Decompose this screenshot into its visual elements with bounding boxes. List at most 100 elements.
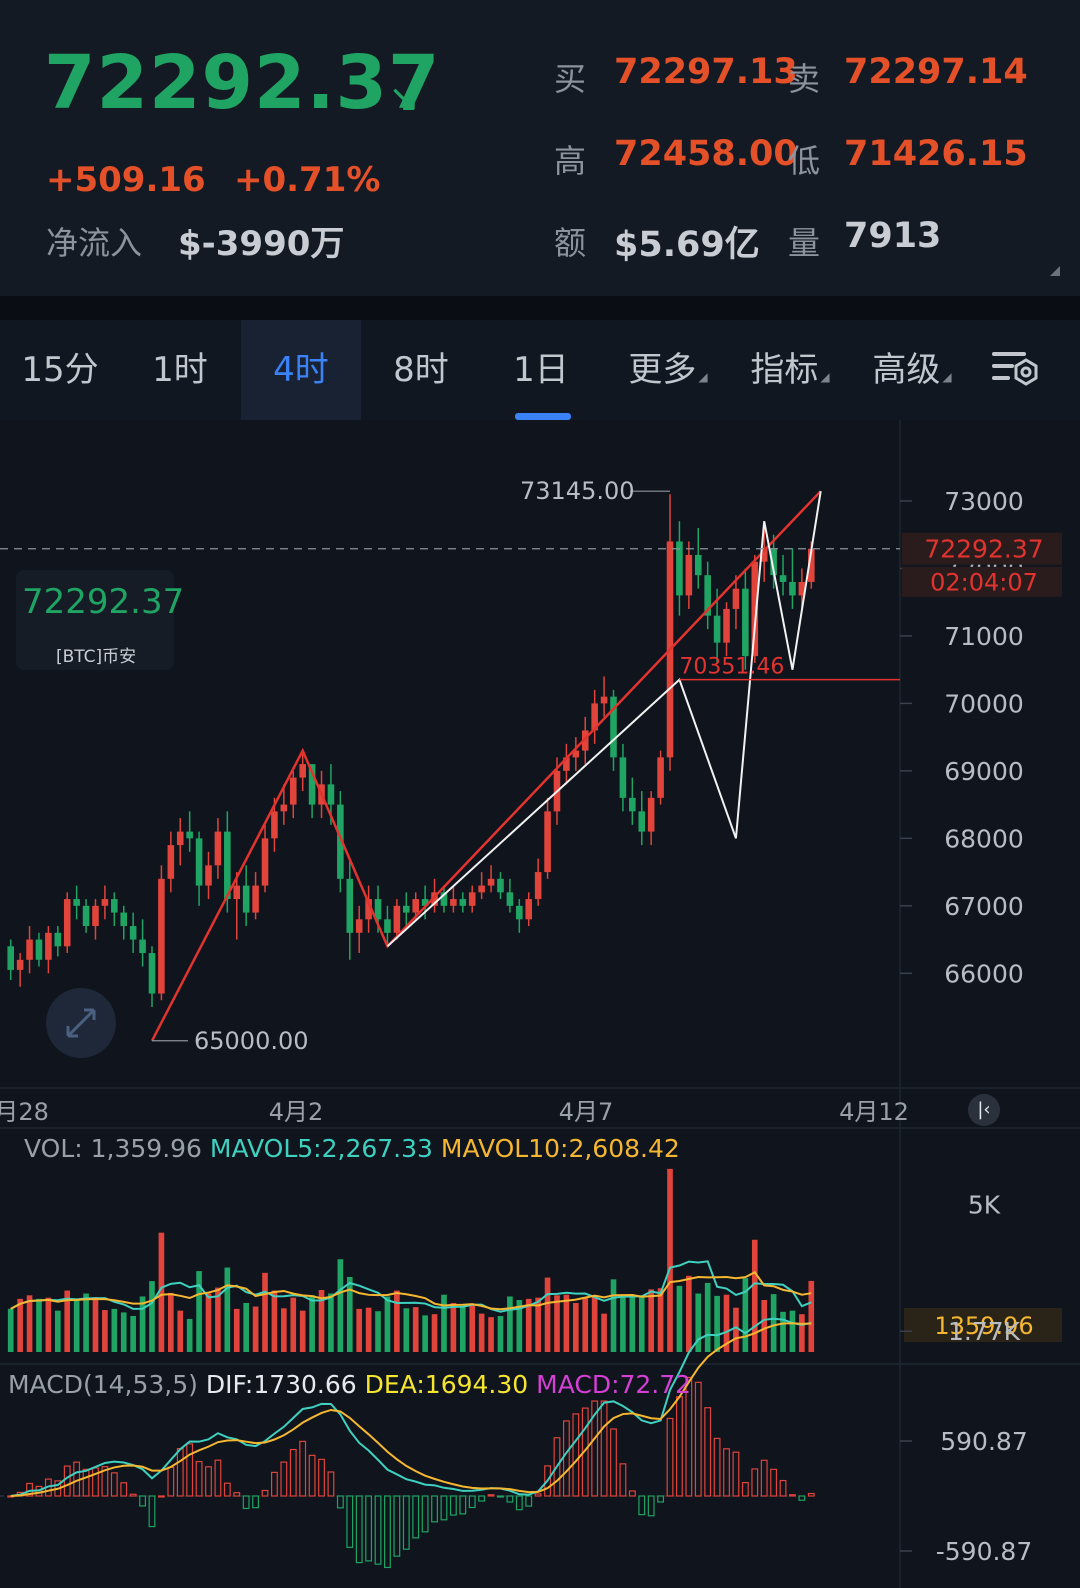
candle-body: [619, 757, 627, 798]
macd-hist-bar: [223, 1482, 231, 1497]
volume-bar: [488, 1317, 494, 1352]
tab-8h[interactable]: 8时: [393, 350, 449, 390]
vol-last-tag-text: 1359.96: [934, 1312, 1033, 1340]
volume-bar: [610, 1279, 617, 1352]
macd-hist-bar: [214, 1459, 222, 1497]
candle-body: [676, 541, 683, 596]
min-label: 65000.00: [194, 1027, 309, 1055]
candle-body: [704, 575, 711, 616]
divider: [0, 296, 1080, 320]
volume-bar: [290, 1297, 297, 1352]
macd-hist-bar: [110, 1472, 118, 1497]
macd-hist-bar: [459, 1495, 467, 1515]
buy-label: 买: [554, 60, 587, 98]
price-axis: 7300072000710007000069000680006700066000…: [0, 487, 1062, 1126]
volume-bar: [780, 1311, 786, 1352]
countdown-tag: [902, 566, 1062, 597]
candle-body: [534, 872, 542, 900]
last-price-tag-text: 72292.37: [924, 535, 1043, 564]
macd-hist-bar: [393, 1495, 401, 1557]
tab-1d[interactable]: 1日: [513, 350, 569, 390]
price-change: +509.16: [46, 160, 206, 200]
candle-body: [572, 750, 580, 758]
tab-15m[interactable]: 15分: [21, 350, 99, 390]
volume-bar: [356, 1308, 363, 1352]
volume-bar: [243, 1302, 249, 1352]
volume-bar: [215, 1287, 221, 1352]
candle-body: [54, 932, 62, 947]
macd-hist-bar: [318, 1458, 325, 1497]
macd-name: MACD(14,53,5): [8, 1370, 198, 1399]
candle-body: [308, 764, 316, 805]
candle-body: [374, 899, 382, 920]
candle-body: [214, 831, 222, 866]
tab-1h[interactable]: 1时: [152, 350, 208, 390]
macd-hist-bar: [421, 1495, 429, 1533]
dropdown-caret-icon: ◢: [942, 370, 952, 384]
dropdown-caret-icon: ◢: [698, 370, 708, 384]
volume-bar: [412, 1307, 419, 1352]
volume-bar: [318, 1289, 325, 1352]
tab-more[interactable]: 更多 ◢: [608, 320, 728, 420]
candle-body: [600, 696, 608, 704]
candle-body: [450, 899, 457, 906]
macd-hist-bar: [544, 1465, 551, 1497]
candle-body: [742, 588, 749, 657]
quote-header: 72292.37 ↘ +509.16 +0.71% 净流入 $-3990万 买 …: [0, 0, 1080, 296]
low-price: 71426.15: [844, 134, 1028, 174]
candle-body: [158, 878, 165, 994]
candle-body: [544, 811, 551, 873]
macd-hist-bar: [186, 1443, 194, 1497]
candle-body: [186, 831, 193, 839]
macd-hist-bar: [732, 1451, 740, 1497]
price-tooltip: 72292.37 [BTC]币安: [16, 570, 184, 670]
volume-bar: [808, 1280, 815, 1352]
candle-body: [525, 899, 533, 920]
chart-settings-icon[interactable]: [990, 348, 1046, 394]
x-tick-label: 3月28: [0, 1098, 49, 1126]
vol-tick-label: 5K: [968, 1190, 1001, 1219]
macd-hist-bar: [139, 1495, 146, 1507]
back-to-start-icon[interactable]: |‹: [968, 1094, 1000, 1126]
candle-body: [176, 831, 184, 846]
macd-hist-bar: [506, 1495, 514, 1503]
volume-bar: [196, 1271, 202, 1352]
macd-hist-bar: [713, 1437, 721, 1497]
macd-hist-bar: [252, 1495, 260, 1509]
macd-hist-bar: [82, 1468, 90, 1497]
tab-4h[interactable]: 4时: [241, 320, 571, 420]
macd-pane: 1.77K 590.87 -590.87: [0, 1317, 1032, 1569]
vol-last-tag: [904, 1308, 1062, 1342]
expand-button[interactable]: [46, 988, 116, 1058]
volume-bar: [233, 1308, 240, 1352]
tab-indicators[interactable]: 指标 ◢: [730, 320, 850, 420]
candle-body: [629, 797, 636, 812]
volume-bar: [17, 1298, 23, 1352]
tab-advanced[interactable]: 高级 ◢: [852, 320, 972, 420]
level-label: 70351.46: [679, 655, 784, 680]
macd-hist-bar: [384, 1495, 391, 1569]
macd-hist-bar: [770, 1468, 778, 1497]
volume-bar: [73, 1299, 80, 1352]
candle-body: [591, 703, 598, 731]
candle-body: [63, 899, 71, 947]
volume-bar: [695, 1293, 702, 1352]
volume-bar: [525, 1298, 532, 1352]
candle-body: [346, 878, 354, 933]
candle-body: [516, 905, 523, 920]
macd-hist-bar: [327, 1471, 335, 1497]
candle-body: [242, 885, 250, 913]
macd-hist-bar: [515, 1495, 523, 1511]
down-arrow-icon: ↘: [388, 76, 420, 120]
candle-body: [120, 912, 128, 927]
candle-body: [638, 811, 646, 832]
macd-hist-bar: [534, 1493, 542, 1497]
expand-corner-icon[interactable]: [1050, 266, 1060, 276]
macd-hist-bar: [468, 1495, 476, 1509]
active-tab-indicator: [515, 413, 571, 420]
candle-body: [7, 946, 15, 970]
drawing-overlays: 70351.46 73145.00 65000.00: [0, 477, 900, 1055]
volume-bar: [657, 1288, 664, 1352]
volume-bar: [629, 1296, 636, 1352]
